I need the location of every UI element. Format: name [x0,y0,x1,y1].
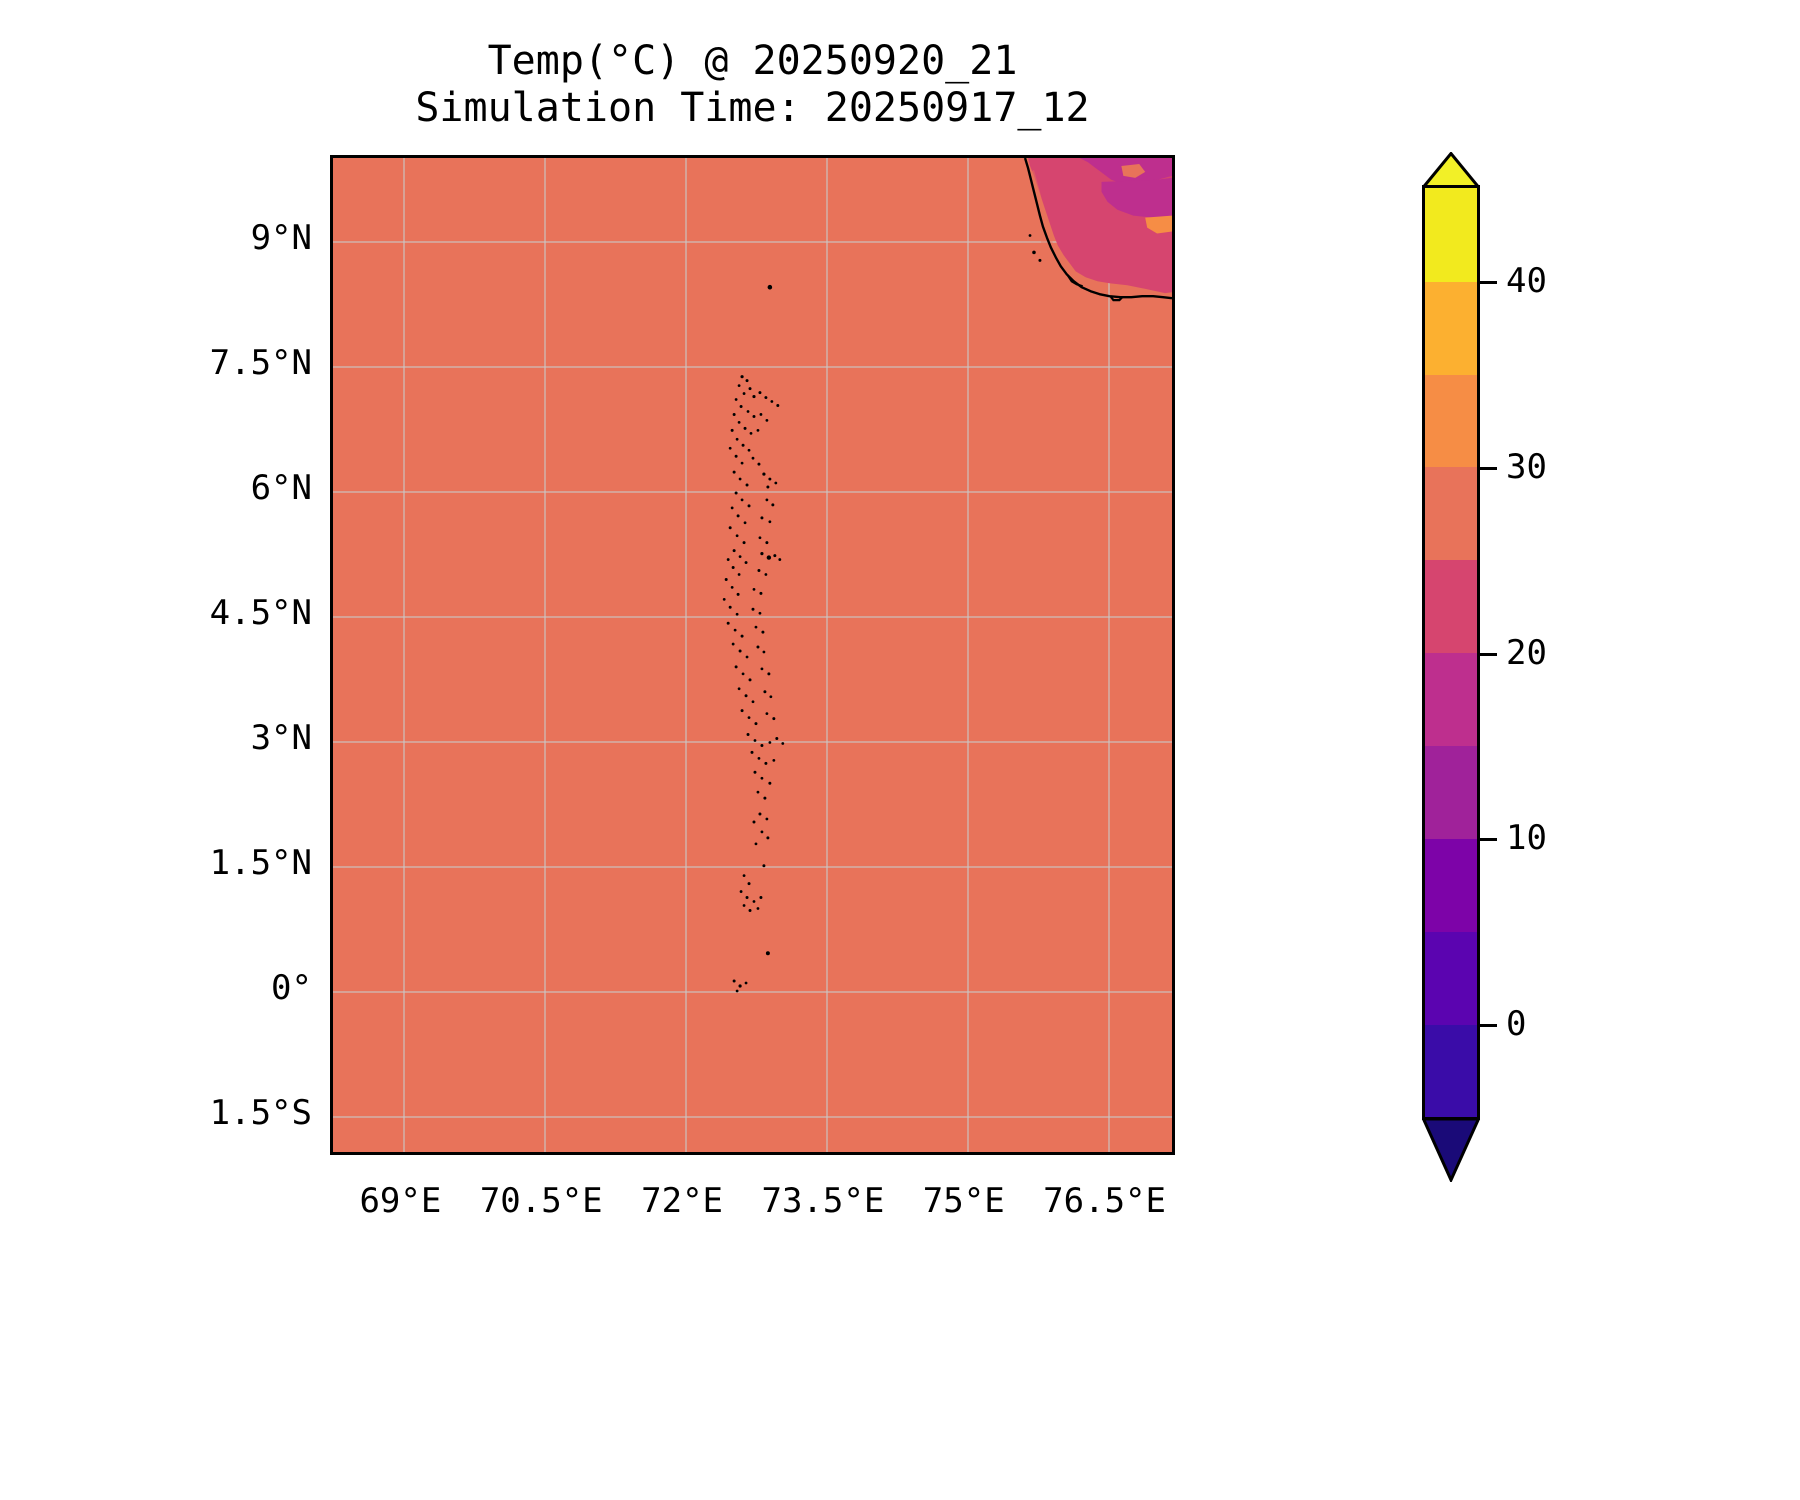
colorbar-gradient[interactable] [1422,185,1480,1120]
colorbar-tick-label-20: 20 [1506,632,1547,673]
colorbar-tick-mark-20 [1480,652,1497,656]
colorbar-band-5-10 [1425,838,1477,932]
chart-title: Temp(°C) @ 20250920_21 Simulation Time: … [330,38,1175,132]
colorbar-band-25-30 [1425,466,1477,561]
colorbar-extend-max-arrow [1422,152,1480,188]
x-tick-label-69E: 69°E [359,1181,442,1221]
x-tick-label-735E: 73.5°E [761,1181,885,1221]
x-tick-label-72E: 72°E [641,1181,724,1221]
island-chain-layer [722,284,785,993]
colorbar-band-15-20 [1425,652,1477,747]
y-tick-label-9N: 9°N [250,218,312,259]
colorbar-extend-min-arrow [1422,1118,1480,1182]
colorbar-band--5-0 [1425,1024,1477,1117]
colorbar-band-40-45 [1425,188,1477,282]
temperature-field-ocean [333,158,1172,1152]
x-tick-label-705E: 70.5°E [479,1181,603,1221]
y-tick-label-0: 0° [271,968,312,1009]
colorbar-tick-mark-0 [1480,1024,1497,1028]
colorbar-tick-mark-40 [1480,280,1497,284]
colorbar-band-35-40 [1425,280,1477,375]
title-line-2: Simulation Time: 20250917_12 [415,85,1090,132]
y-tick-label-3N: 3°N [250,718,312,759]
colorbar-band-20-25 [1425,559,1477,654]
y-tick-label-6N: 6°N [250,468,312,509]
title-line-1: Temp(°C) @ 20250920_21 [487,38,1018,84]
y-tick-label-45N: 4.5°N [209,593,312,634]
y-tick-label-75N: 7.5°N [209,343,312,384]
x-tick-label-75E: 75°E [922,1181,1005,1221]
colorbar-tick-mark-10 [1480,838,1497,842]
y-tick-label-15S: 1.5°S [209,1093,312,1134]
colorbar-band-0-5 [1425,931,1477,1025]
map-plot-area[interactable] [330,155,1175,1155]
colorbar-tick-label-40: 40 [1506,260,1547,301]
colorbar-band-10-15 [1425,745,1477,840]
colorbar-band-30-35 [1425,373,1477,468]
x-tick-label-765E: 76.5°E [1043,1181,1166,1221]
colorbar-tick-label-30: 30 [1506,446,1547,487]
colorbar[interactable]: 0 10 20 30 40 [1422,152,1547,1182]
colorbar-tick-label-0: 0 [1506,1004,1527,1045]
y-tick-label-15N: 1.5°N [209,843,312,884]
colorbar-tick-label-10: 10 [1506,818,1547,859]
land-temperature-layer [1023,158,1172,302]
colorbar-tick-mark-30 [1480,466,1497,470]
